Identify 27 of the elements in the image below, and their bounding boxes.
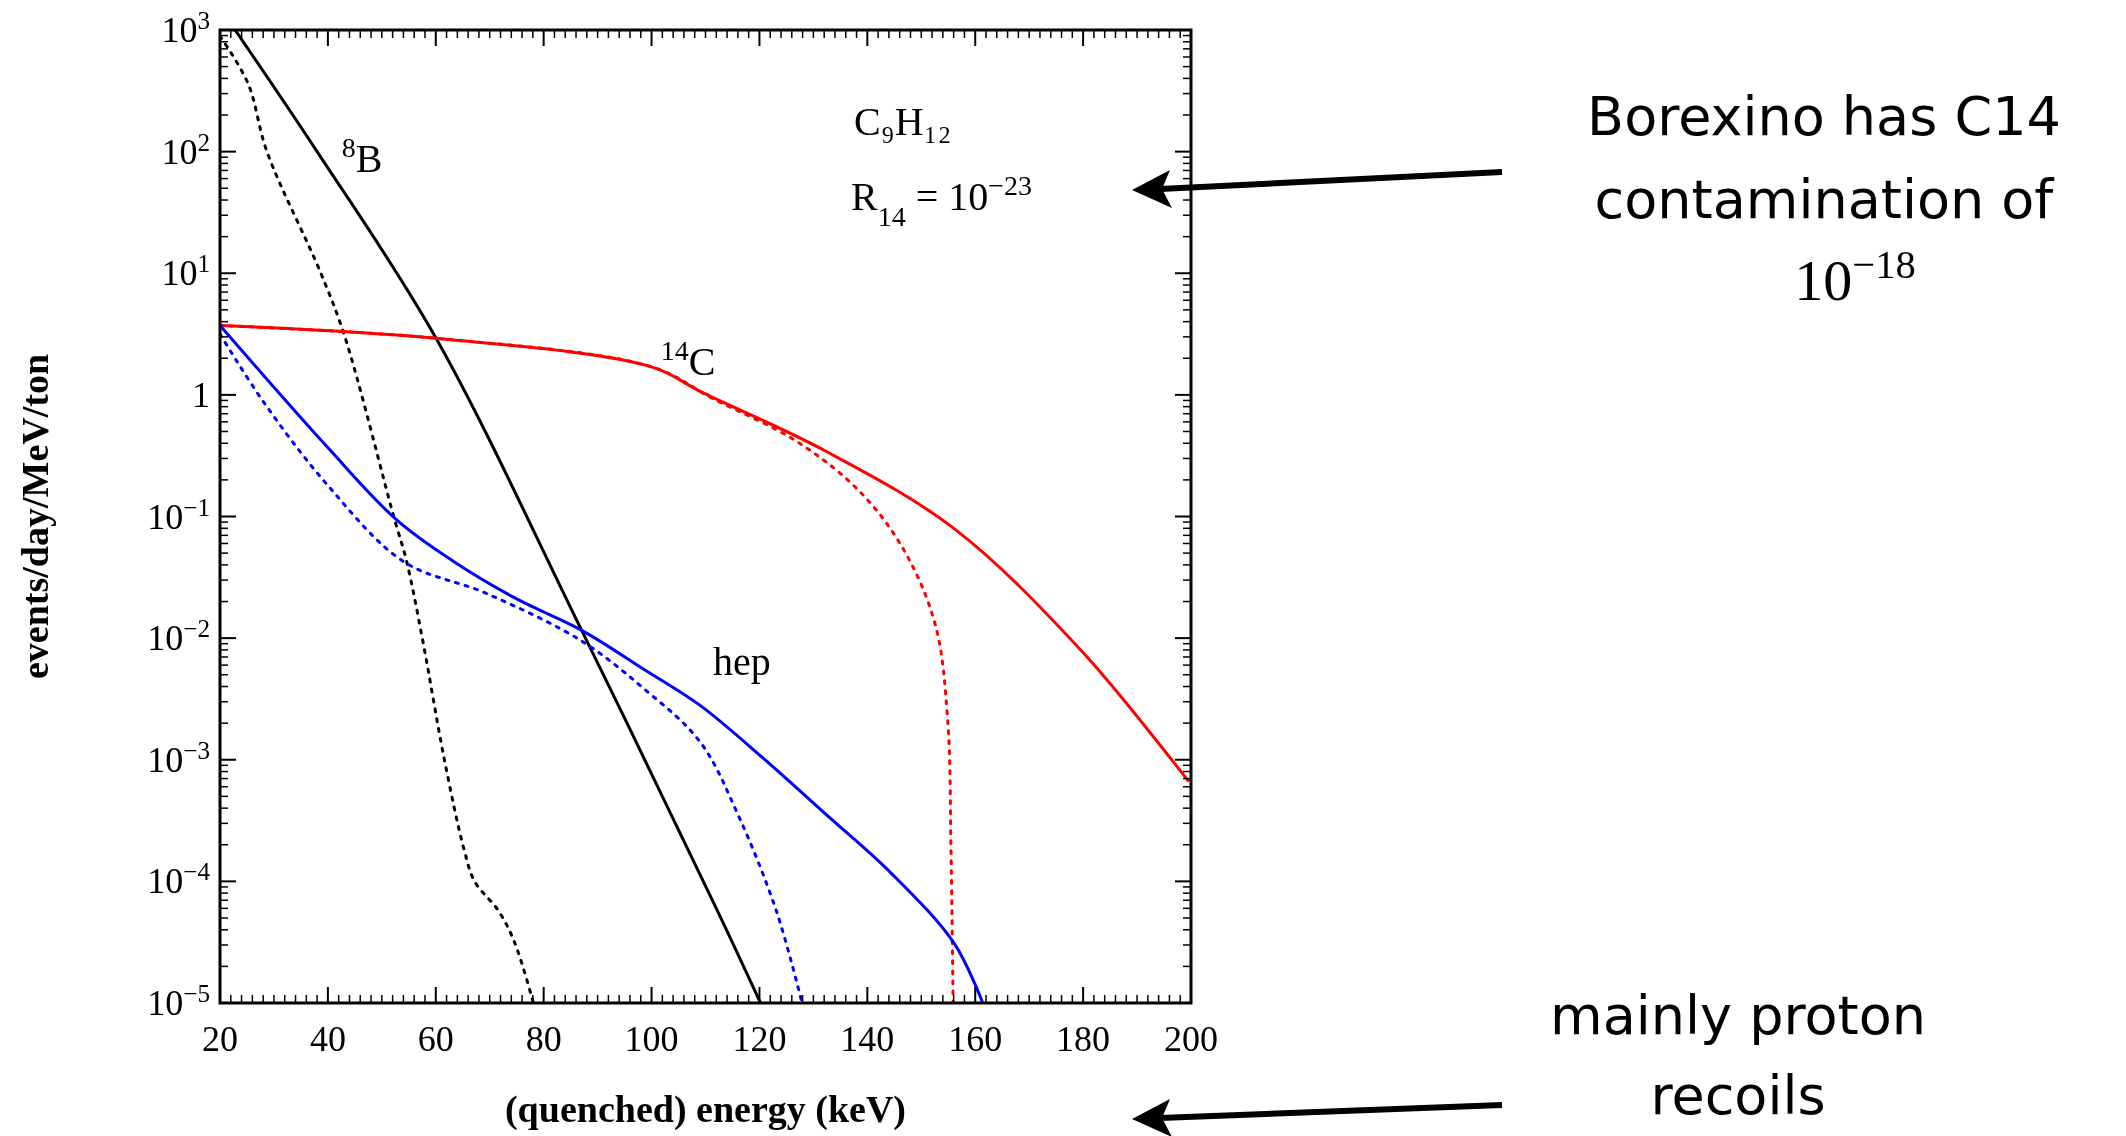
annotation: $^{8}$B xyxy=(341,131,383,181)
y-tick-label: 10$^{2}$ xyxy=(161,128,210,172)
text: Borexino has C14 contamination of 10$^{−18}$ xyxy=(1587,85,2061,313)
x-axis-title: (quenched) energy (keV) xyxy=(504,1088,907,1131)
x-tick-label: 80 xyxy=(525,1019,562,1059)
x-tick-label: 60 xyxy=(417,1019,454,1059)
x-tick-label: 40 xyxy=(309,1019,346,1059)
y-tick-label: 1 xyxy=(192,374,210,415)
x-tick-label: 160 xyxy=(948,1019,1003,1059)
annotation: hep xyxy=(713,639,771,684)
y-axis-title: events/day/MeV/ton xyxy=(14,353,56,680)
annotation: C₉H₁₂ xyxy=(854,99,952,144)
y-tick-label: 10$^{−1}$ xyxy=(147,493,210,537)
y-tick-label: 10$^{3}$ xyxy=(161,6,210,50)
line-series xyxy=(220,332,804,1003)
annotation: R$_{14}$ = 10$^{−23}$ xyxy=(851,169,1033,232)
annotation: $^{14}$C xyxy=(660,334,716,384)
text: mainly proton recoils xyxy=(1550,984,1926,1127)
x-tick-label: 120 xyxy=(732,1019,787,1059)
y-tick-label: 10$^{−4}$ xyxy=(147,857,211,902)
x-tick-label: 180 xyxy=(1056,1019,1111,1059)
x-tick-label: 100 xyxy=(624,1019,679,1059)
y-tick-label: 10$^{−3}$ xyxy=(147,736,210,780)
y-tick-label: 10$^{1}$ xyxy=(161,249,210,294)
x-tick-label: 140 xyxy=(840,1019,895,1059)
y-tick-label: 10$^{−2}$ xyxy=(147,614,210,659)
x-tick-label: 200 xyxy=(1164,1019,1218,1059)
